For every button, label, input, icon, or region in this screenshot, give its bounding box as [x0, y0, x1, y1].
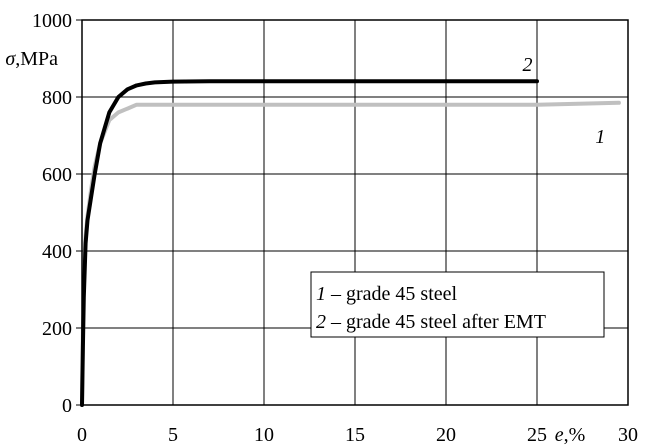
curve-label-2: 2 [522, 54, 532, 76]
y-tick-label: 1000 [32, 10, 72, 32]
x-tick-label: 0 [77, 424, 87, 446]
x-axis-label: e,% [555, 424, 586, 446]
grid [82, 20, 628, 405]
legend-entry-1: 1 – grade 45 steel [316, 283, 458, 305]
legend: 1 – grade 45 steel 2 – grade 45 steel af… [310, 271, 605, 338]
y-axis-label: σ,MPa [5, 48, 58, 70]
y-tick-label: 600 [42, 164, 72, 186]
series-group [80, 79, 621, 407]
x-tick-labels: 0 5 10 15 20 25 30 [77, 424, 638, 446]
x-tick-label: 5 [168, 424, 178, 446]
legend-box [310, 271, 605, 338]
plot-frame [81, 19, 629, 406]
y-tick-label: 0 [62, 395, 72, 417]
series-line-2 [80, 79, 539, 407]
curve-labels: 21 [522, 54, 605, 148]
y-tick-label: 400 [42, 241, 72, 263]
y-tick-label: 200 [42, 318, 72, 340]
x-tick-label: 10 [254, 424, 274, 446]
x-tick-label: 25 [527, 424, 547, 446]
x-tick-label: 30 [618, 424, 638, 446]
legend-entry-2: 2 – grade 45 steel after EMT [316, 311, 546, 333]
y-tick-labels: 0 200 400 600 800 1000 [32, 10, 82, 417]
x-tick-label: 20 [436, 424, 456, 446]
y-tick-label: 800 [42, 87, 72, 109]
x-tick-label: 15 [345, 424, 365, 446]
series-line-1 [80, 100, 621, 407]
curve-label-1: 1 [595, 126, 605, 148]
